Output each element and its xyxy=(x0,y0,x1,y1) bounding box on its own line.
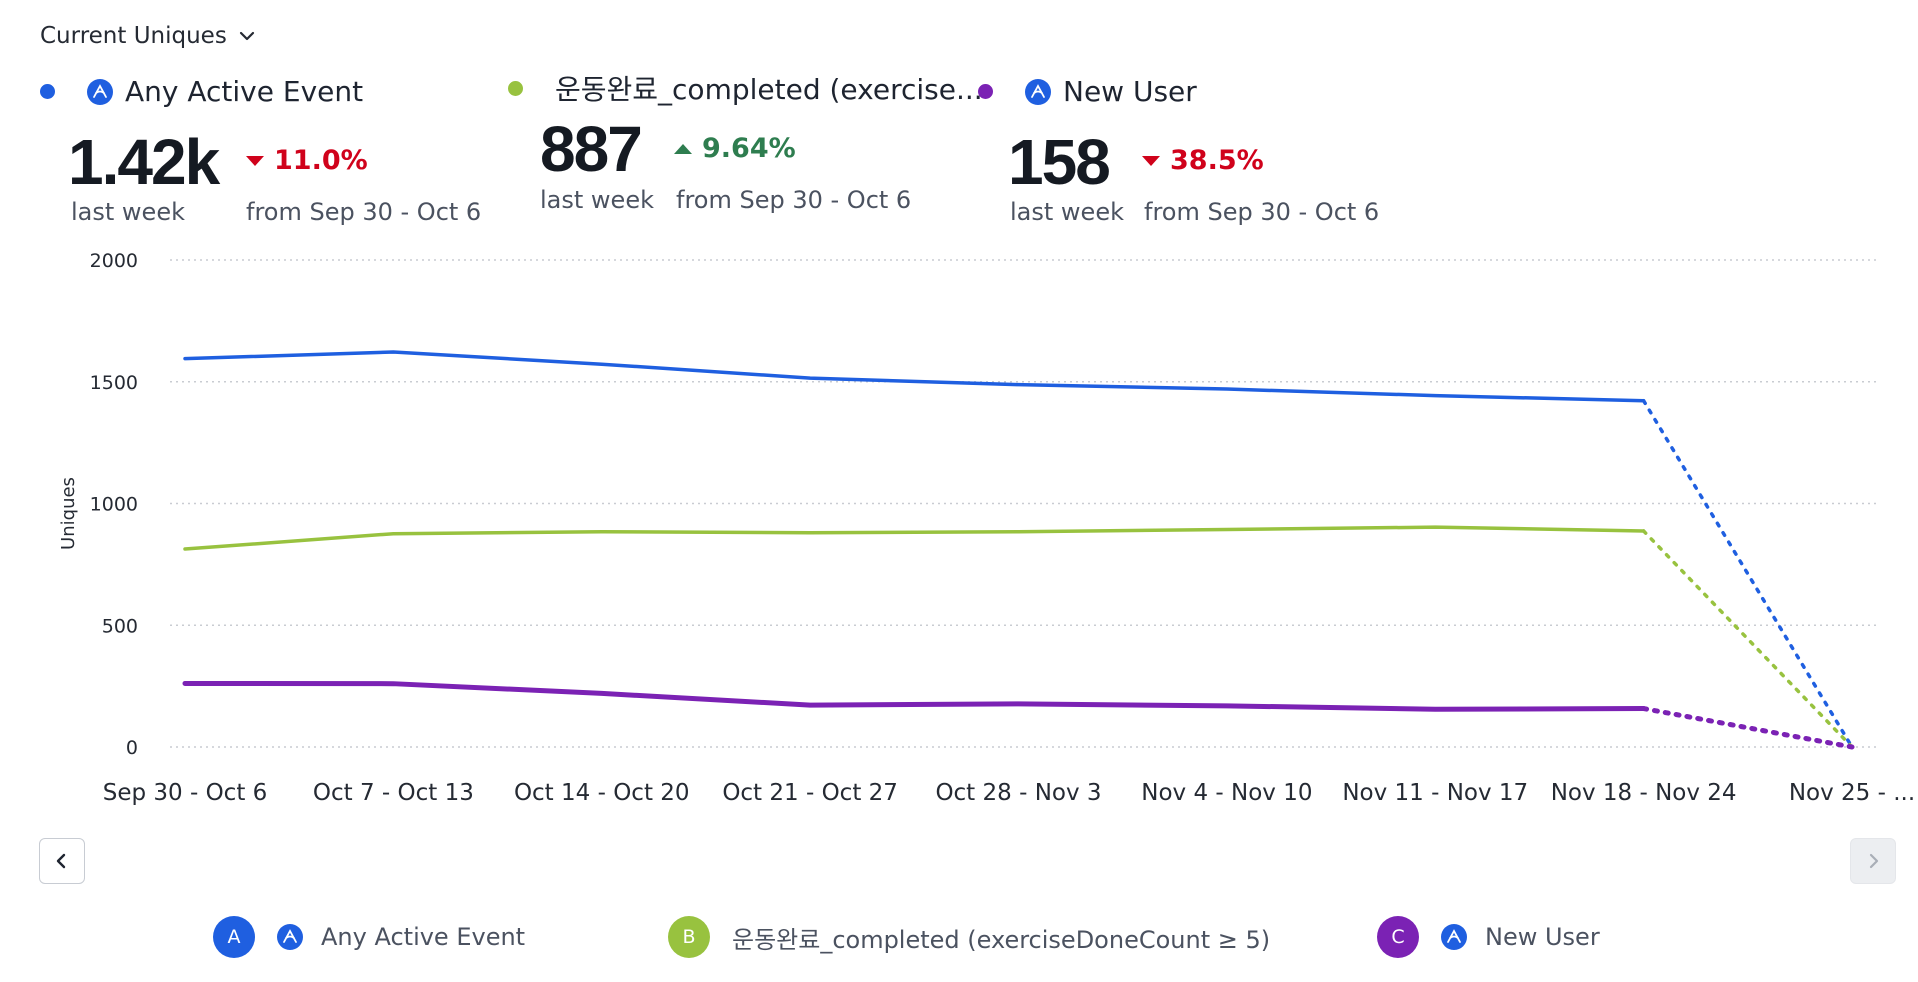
metric-value: 158 xyxy=(1008,126,1111,198)
chart-next-button[interactable] xyxy=(1850,838,1896,884)
series-color-dot xyxy=(508,80,523,96)
up-arrow-icon xyxy=(674,143,692,154)
series-letter-badge: C xyxy=(1377,916,1419,958)
chevron-right-icon xyxy=(1869,853,1879,869)
metric-delta: 11.0% xyxy=(246,145,368,176)
metric-value: 1.42k xyxy=(68,126,220,198)
metric-delta: 38.5% xyxy=(1142,145,1264,176)
chevron-down-icon xyxy=(239,31,254,41)
legend-label: 운동완료_completed (exerciseDoneCount ≥ 5) xyxy=(732,925,1271,954)
metric-name: New User xyxy=(1063,75,1197,108)
delta-value: 11.0% xyxy=(274,145,368,176)
legend-item-b[interactable]: B 운동완료_completed (exerciseDoneCount ≥ 5) xyxy=(668,916,1270,958)
metric-value: 887 xyxy=(540,113,643,185)
y-tick-label: 500 xyxy=(102,615,138,637)
y-axis-label: Uniques xyxy=(58,477,79,550)
series-line-a xyxy=(183,350,1646,403)
metric-title-a: Any Active Event xyxy=(40,75,363,108)
metric-compare: from Sep 30 - Oct 6 xyxy=(1144,198,1380,226)
x-tick-label: Sep 30 - Oct 6 xyxy=(103,780,268,806)
delta-value: 9.64% xyxy=(702,133,796,164)
amplitude-icon xyxy=(1441,924,1467,950)
metric-period: last week xyxy=(540,186,654,214)
metric-compare: from Sep 30 - Oct 6 xyxy=(246,198,482,226)
amplitude-icon xyxy=(87,78,113,105)
metric-title-c: New User xyxy=(978,75,1197,108)
legend-item-c[interactable]: C New User xyxy=(1377,916,1600,958)
amplitude-icon xyxy=(277,924,303,950)
x-tick-label: Oct 14 - Oct 20 xyxy=(514,780,690,806)
delta-value: 38.5% xyxy=(1170,145,1264,176)
metric-name: Any Active Event xyxy=(125,75,364,108)
series-color-dot xyxy=(40,84,55,99)
series-line-incomplete-c xyxy=(1641,706,1855,750)
y-tick-label: 1500 xyxy=(90,372,138,394)
line-chart: 0 500 1000 1500 2000 Uniques Sep 30 - Oct 6 Oct… xyxy=(58,250,1915,806)
x-tick-label: Nov 4 - Nov 10 xyxy=(1141,780,1312,806)
series-letter-badge: A xyxy=(213,916,255,958)
y-tick-label: 2000 xyxy=(90,250,138,272)
metric-type-dropdown[interactable]: Current Uniques xyxy=(40,20,257,52)
y-tick-label: 0 xyxy=(126,737,138,759)
series-color-dot xyxy=(978,84,993,99)
legend-label: New User xyxy=(1485,923,1600,951)
series-line-b xyxy=(183,525,1646,551)
metric-period: last week xyxy=(71,198,185,226)
down-arrow-icon xyxy=(1142,155,1160,166)
legend-label: Any Active Event xyxy=(321,923,526,951)
x-tick-label: Nov 18 - Nov 24 xyxy=(1551,780,1737,806)
metric-title-b: 운동완료_completed (exercise... xyxy=(508,68,983,108)
chart-prev-button[interactable] xyxy=(39,838,85,884)
x-tick-label: Nov 11 - Nov 17 xyxy=(1342,780,1528,806)
metric-compare: from Sep 30 - Oct 6 xyxy=(676,186,912,214)
down-arrow-icon xyxy=(246,155,264,166)
x-tick-label: Nov 25 - ... xyxy=(1789,780,1915,806)
metric-name: 운동완료_completed (exercise... xyxy=(555,73,983,106)
legend-item-a[interactable]: A Any Active Event xyxy=(213,916,525,958)
series-letter-badge: B xyxy=(668,916,710,958)
y-tick-label: 1000 xyxy=(90,494,138,516)
x-tick-label: Oct 28 - Nov 3 xyxy=(935,780,1101,806)
chevron-left-icon xyxy=(56,853,66,869)
metric-delta: 9.64% xyxy=(674,133,796,164)
amplitude-icon xyxy=(1025,78,1051,105)
series-line-c xyxy=(182,680,1647,712)
dropdown-label: Current Uniques xyxy=(40,23,227,49)
x-tick-label: Oct 21 - Oct 27 xyxy=(722,780,898,806)
series-line-incomplete-a xyxy=(1641,398,1854,749)
metric-period: last week xyxy=(1010,198,1124,226)
x-tick-label: Oct 7 - Oct 13 xyxy=(313,780,474,806)
